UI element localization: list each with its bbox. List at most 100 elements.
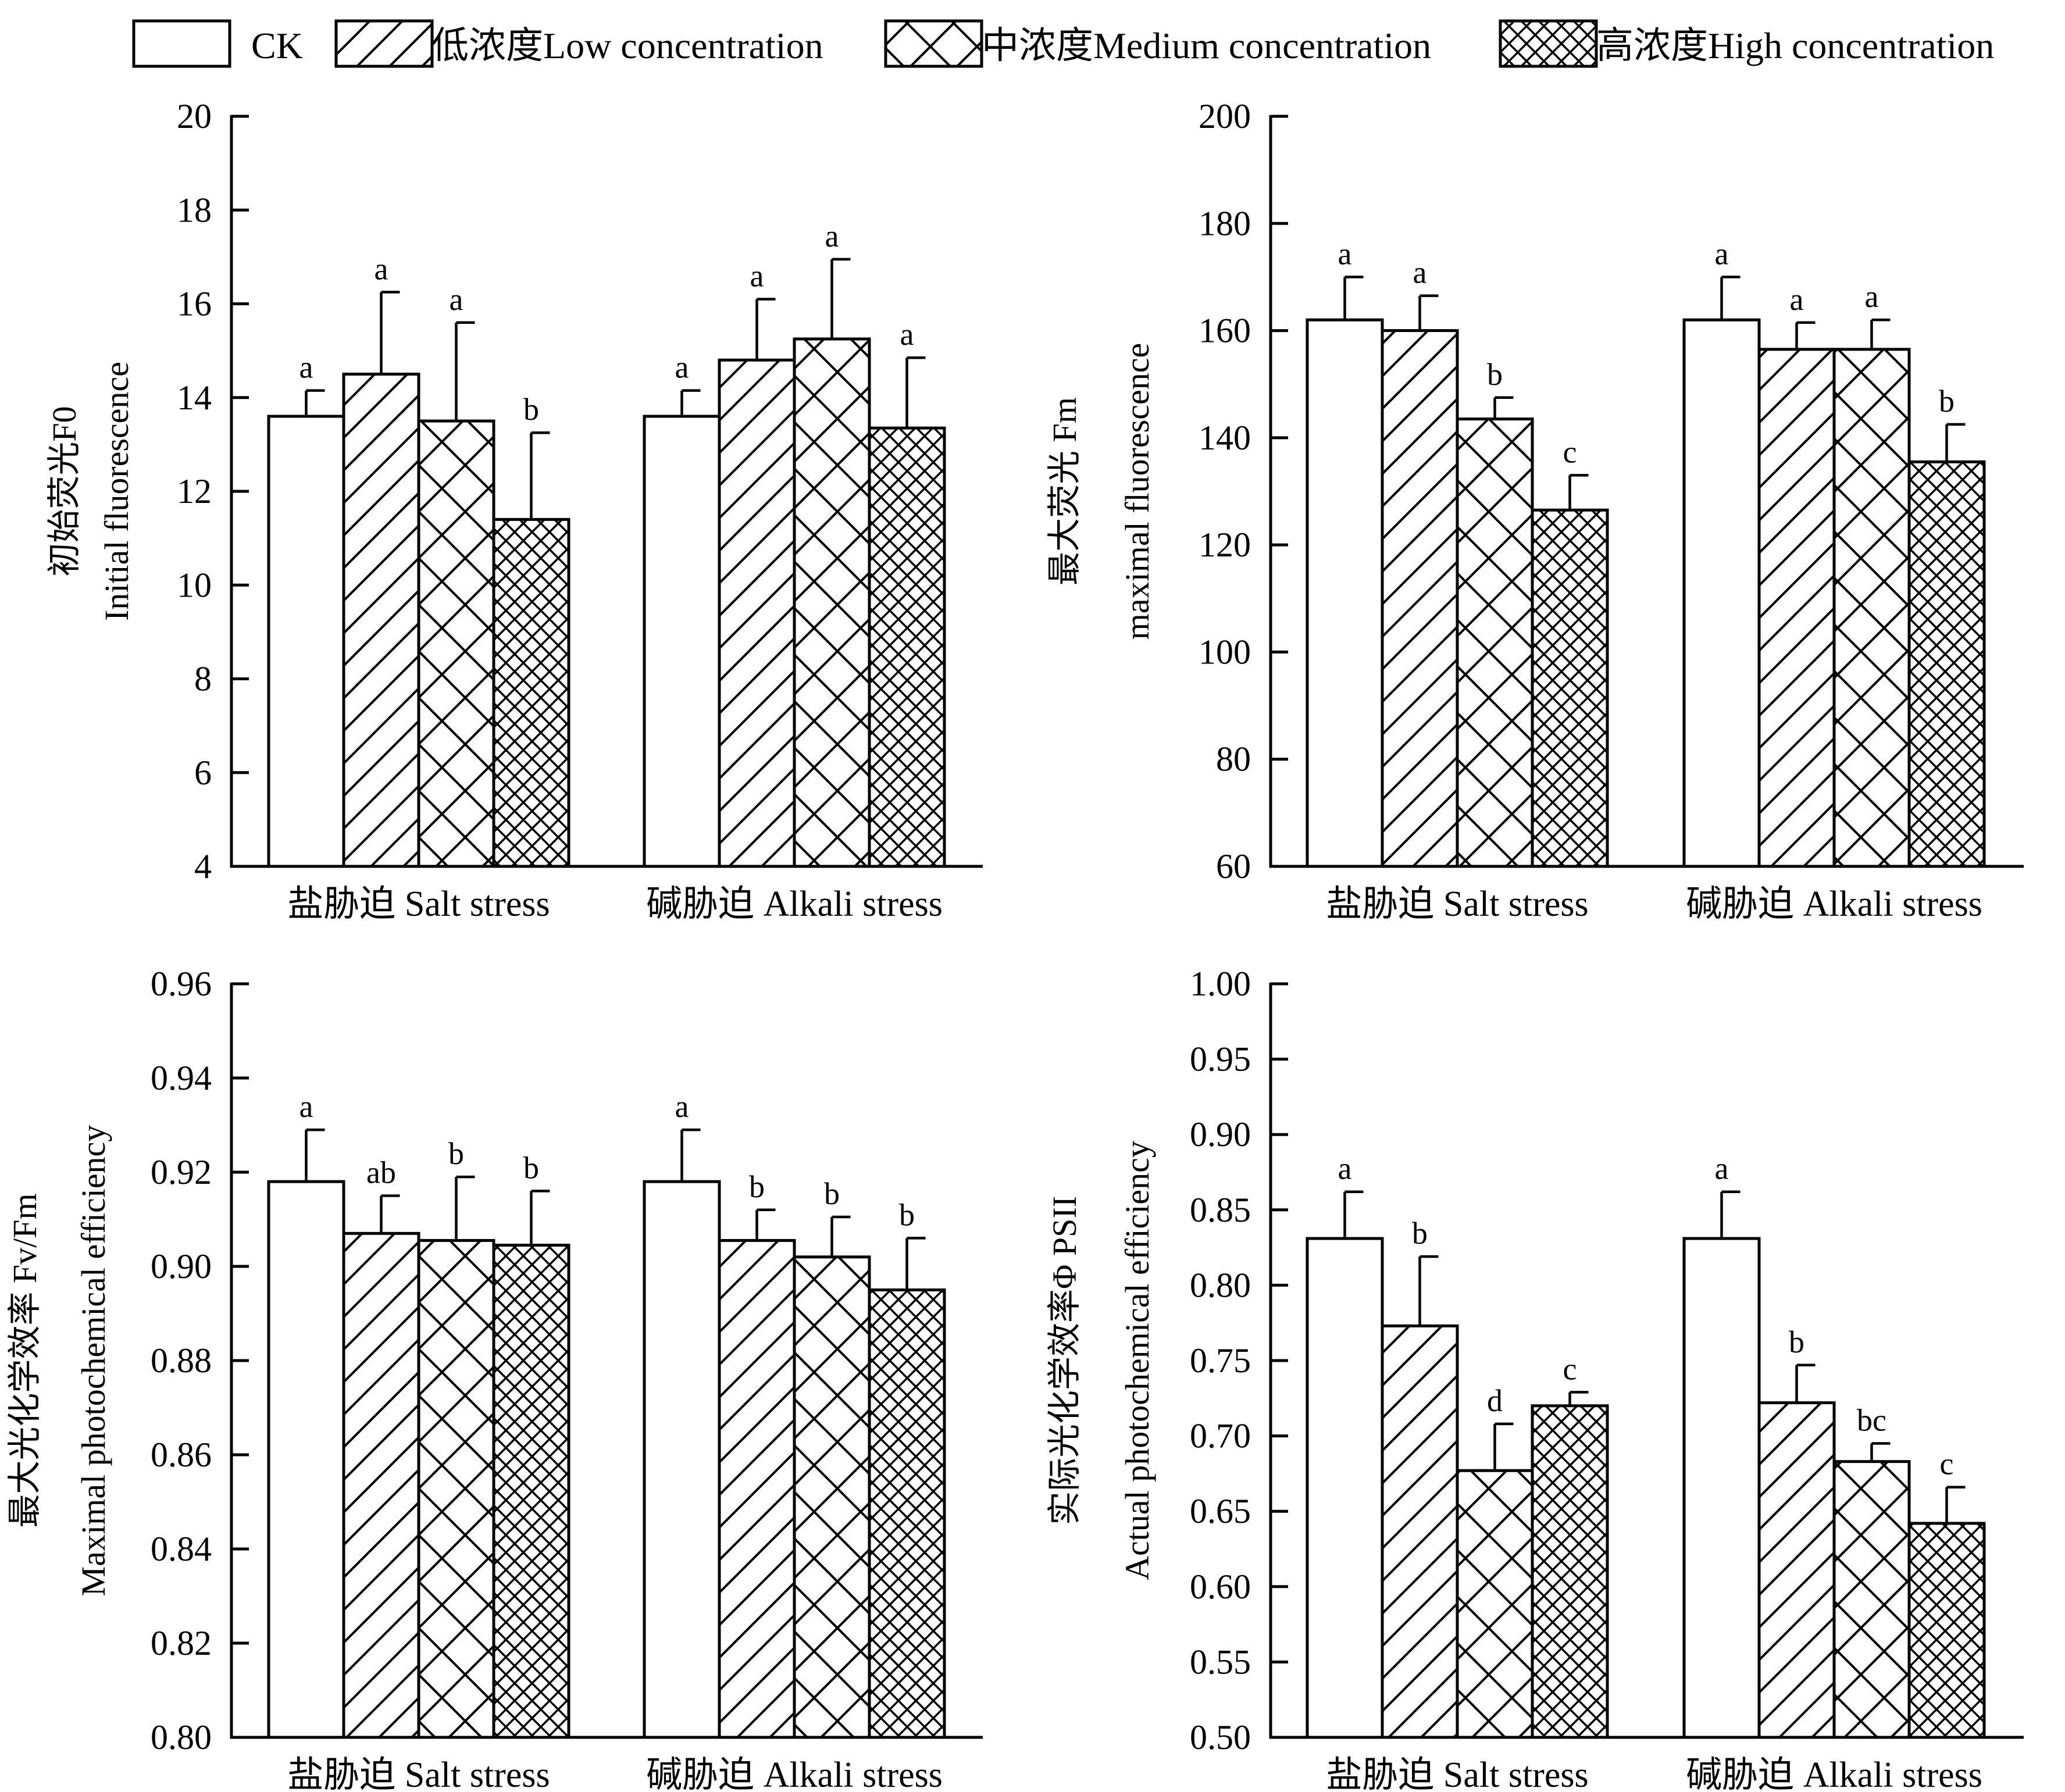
significance-letter: b bbox=[1412, 1216, 1428, 1251]
bar-medium bbox=[417, 1238, 495, 1739]
y-tick-label: 80 bbox=[1216, 740, 1251, 779]
x-category-label: 盐胁迫 Salt stress bbox=[1326, 884, 1588, 924]
significance-letter: d bbox=[1487, 1383, 1503, 1418]
significance-letter: ab bbox=[366, 1155, 396, 1190]
bar-medium bbox=[1456, 1469, 1534, 1739]
bar-low bbox=[1757, 348, 1836, 868]
y-tick-label: 18 bbox=[177, 191, 212, 229]
y-tick-label: 4 bbox=[194, 847, 212, 886]
y-tick-label: 1.00 bbox=[1190, 965, 1251, 1003]
significance-letter: b bbox=[824, 1176, 840, 1211]
significance-letter: a bbox=[299, 1089, 313, 1124]
y-axis-title-chinese: 最大荧光 Fm bbox=[1046, 397, 1083, 586]
y-tick-label: 0.82 bbox=[151, 1624, 212, 1662]
y-tick-label: 20 bbox=[177, 97, 212, 135]
bar-ck bbox=[643, 415, 721, 868]
y-tick-label: 8 bbox=[194, 660, 212, 698]
significance-letter: a bbox=[1338, 1151, 1352, 1186]
bar-medium bbox=[793, 1255, 871, 1739]
y-tick-label: 0.90 bbox=[1190, 1115, 1251, 1154]
significance-letter: bc bbox=[1857, 1403, 1886, 1438]
legend-label-high: 高浓度High concentration bbox=[1596, 25, 1994, 66]
bar-ck bbox=[267, 1180, 345, 1739]
y-tick-label: 140 bbox=[1199, 419, 1251, 457]
y-tick-label: 0.94 bbox=[151, 1059, 212, 1097]
bar-high bbox=[868, 1288, 946, 1739]
significance-letter: a bbox=[1715, 1151, 1729, 1186]
bar-medium bbox=[1456, 417, 1534, 868]
y-axis-title-english: Actual photochemical efficiency bbox=[1118, 1141, 1156, 1580]
significance-letter: a bbox=[675, 1089, 689, 1124]
y-tick-label: 0.80 bbox=[1190, 1266, 1251, 1304]
y-axis-title-chinese: 实际光化学效率Φ PSII bbox=[1046, 1196, 1083, 1525]
significance-letter: a bbox=[1865, 279, 1879, 314]
y-tick-label: 12 bbox=[177, 472, 212, 511]
significance-letter: b bbox=[1789, 1325, 1804, 1359]
bar-low bbox=[1381, 329, 1459, 868]
bar-low bbox=[1381, 1324, 1459, 1739]
significance-letter: a bbox=[1413, 255, 1427, 290]
legend-swatch-low bbox=[334, 19, 434, 68]
significance-letter: b bbox=[523, 1150, 539, 1185]
y-tick-label: 0.55 bbox=[1190, 1643, 1251, 1681]
y-tick-label: 14 bbox=[177, 379, 212, 417]
bar-high bbox=[1907, 1522, 1986, 1739]
legend-item-medium: 中浓度Medium concentration bbox=[884, 19, 1431, 68]
x-category-label: 盐胁迫 Salt stress bbox=[287, 1755, 550, 1792]
legend-item-ck: CK bbox=[132, 19, 303, 68]
chart-initial-fluorescence: a a a a a a b a 4 6 8 10 12 14 16 18 20 盐胁迫 Salt stress 碱胁… bbox=[45, 97, 983, 924]
chart-actual-photochemical-efficiency: a a b b d bc c c 0.50 0.55 0.60 0.65 0.70 0.75 0.80 0.8… bbox=[1046, 965, 2024, 1792]
y-axis-title-english: Maximal photochemical efficiency bbox=[74, 1125, 112, 1597]
bar-high bbox=[1531, 508, 1609, 868]
y-tick-label: 180 bbox=[1199, 204, 1251, 242]
bar-medium bbox=[1832, 348, 1911, 868]
bar-high bbox=[492, 1244, 570, 1739]
y-tick-label: 0.86 bbox=[151, 1436, 212, 1474]
bar-high bbox=[492, 517, 570, 868]
y-tick-label: 0.88 bbox=[151, 1341, 212, 1380]
bar-high bbox=[868, 426, 946, 868]
y-tick-label: 0.95 bbox=[1190, 1040, 1251, 1079]
legend-swatch-ck bbox=[132, 19, 231, 68]
y-tick-label: 0.96 bbox=[151, 965, 212, 1003]
y-tick-label: 0.90 bbox=[151, 1247, 212, 1286]
y-tick-label: 0.75 bbox=[1190, 1341, 1251, 1380]
bar-ck bbox=[643, 1180, 721, 1739]
bar-low bbox=[718, 358, 796, 868]
significance-letter: a bbox=[299, 350, 313, 385]
bar-ck bbox=[267, 415, 345, 868]
y-axis-title-english: Initial fluorescence bbox=[98, 362, 135, 621]
x-category-label: 碱胁迫 Alkali stress bbox=[1686, 1755, 1982, 1792]
chart-maximal-fluorescence: a a a a b a c b 60 80 100 120 140 160 180 200 盐胁迫 Salt s… bbox=[1046, 97, 2024, 924]
y-tick-label: 0.60 bbox=[1190, 1568, 1251, 1606]
chart-maximal-photochemical-efficiency: a a ab b b b b b 0.80 0.82 0.84 0.86 0.88 0.90 0.92 0.9… bbox=[6, 965, 983, 1792]
y-axis-title-english: maximal fluorescence bbox=[1118, 343, 1156, 640]
bar-low bbox=[342, 1231, 420, 1739]
significance-letter: a bbox=[825, 219, 839, 254]
x-category-label: 碱胁迫 Alkali stress bbox=[646, 1755, 943, 1792]
x-category-label: 碱胁迫 Alkali stress bbox=[646, 884, 943, 924]
bar-medium bbox=[417, 419, 495, 868]
bar-ck bbox=[1306, 318, 1384, 868]
significance-letter: c bbox=[1563, 434, 1577, 469]
legend-label-low: 低浓度Low concentration bbox=[431, 25, 823, 66]
significance-letter: a bbox=[900, 317, 914, 352]
significance-letter: a bbox=[675, 350, 689, 385]
bar-medium bbox=[1832, 1460, 1911, 1739]
y-tick-label: 6 bbox=[194, 754, 212, 792]
y-tick-label: 160 bbox=[1199, 312, 1251, 350]
legend-swatch-high bbox=[1499, 19, 1598, 68]
legend: CK 低浓度Low concentration 中浓度Medium concen… bbox=[132, 19, 1994, 68]
x-category-label: 碱胁迫 Alkali stress bbox=[1686, 884, 1982, 924]
y-tick-label: 0.84 bbox=[151, 1530, 212, 1568]
y-tick-label: 200 bbox=[1199, 97, 1251, 135]
x-category-label: 盐胁迫 Salt stress bbox=[1326, 1755, 1588, 1792]
bar-low bbox=[342, 372, 420, 868]
legend-label-medium: 中浓度Medium concentration bbox=[982, 25, 1431, 66]
bar-ck bbox=[1306, 1237, 1384, 1739]
y-axis-title-chinese: 初始荧光F0 bbox=[45, 406, 83, 576]
significance-letter: b bbox=[1487, 357, 1503, 392]
significance-letter: a bbox=[1338, 236, 1352, 271]
bar-medium bbox=[793, 337, 871, 868]
